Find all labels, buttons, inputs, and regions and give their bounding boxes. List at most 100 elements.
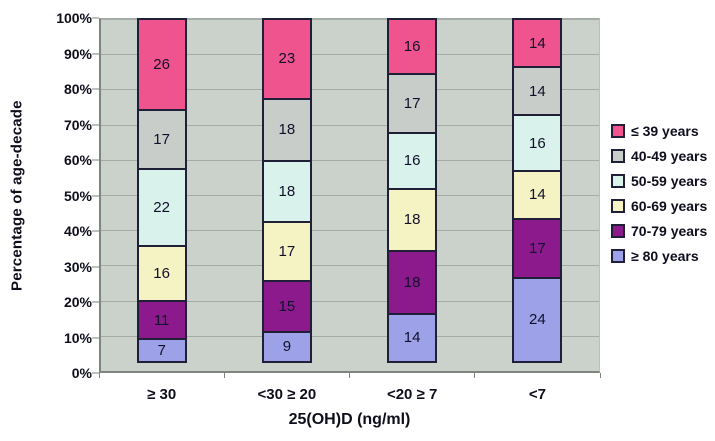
gridline-90 [101,54,599,56]
gridline-10 [101,335,599,337]
bar-segment-label: 24 [529,311,546,329]
bar-segment: 11 [136,300,187,340]
legend-swatch [611,173,625,188]
bar-segment-label: 22 [153,199,170,217]
y-tick-label: 100% [56,10,92,26]
bar-segment: 22 [136,168,187,248]
bar-segment: 17 [261,221,312,282]
bar-segment-label: 16 [529,134,546,152]
gridline-40 [101,230,599,232]
x-axis-category-labels: ≥ 30 <30 ≥ 20 <20 ≥ 7 <7 [99,386,600,403]
bar-segment-label: 16 [153,265,170,283]
x-tick-mark [474,373,476,378]
bar-segment: 15 [261,279,312,334]
bar-segment-label: 16 [403,38,421,56]
bar-segment-label: 17 [153,131,170,149]
x-axis-title: 25(OH)D (ng/ml) [288,411,411,428]
legend-label: 70-79 years [631,222,708,239]
bar-segment-label: 15 [278,297,296,315]
bar-segment: 23 [261,18,312,100]
legend-item-3: 60-69 years [611,193,707,218]
bars-layer: 26 17 22 16 11 7 23 18 18 17 15 9 16 17 16 18 18 14 14 14 16… [99,18,600,373]
bar-3: 14 14 16 14 17 24 [512,18,563,373]
gridline-30 [101,265,599,267]
bar-segment-label: 26 [153,56,170,74]
bar-segment-label: 18 [403,273,421,291]
bar-segment-label: 14 [529,82,546,100]
y-tick-mark [92,301,99,303]
gridline-20 [101,300,599,302]
y-tick-mark [92,53,99,54]
legend-label: 50-59 years [631,172,708,189]
legend-item-4: 70-79 years [611,218,707,243]
bar-0: 26 17 22 16 11 7 [136,18,187,373]
y-axis-tick-marks [92,17,99,374]
bar-slot-1: 23 18 18 17 15 9 [224,18,349,373]
y-tick-mark [92,230,99,232]
bar-segment-label: 11 [153,311,170,329]
y-tick-label: 80% [63,81,92,97]
bar-segment: 18 [261,97,312,162]
bar-segment-label: 17 [278,243,296,261]
y-tick-label: 10% [63,329,92,346]
bar-segment-label: 14 [403,329,421,347]
legend-swatch [611,198,625,213]
bar-segment: 14 [512,18,563,69]
x-axis-tick-marks [98,373,601,378]
x-tick-label-2: <20 ≥ 7 [386,386,438,403]
bar-segment-label: 14 [529,186,546,204]
bar-segment-label: 7 [157,341,166,359]
bar-segment: 16 [136,245,187,303]
y-tick-label: 0% [71,365,92,381]
bar-segment: 18 [387,187,438,253]
x-tick-mark [349,373,350,378]
legend-label: ≤ 39 years [631,122,699,139]
gridline-70 [101,124,599,126]
gridline-80 [101,89,599,91]
bar-segment: 24 [512,276,563,363]
legend-label: ≥ 80 years [631,247,699,264]
x-tick-mark [223,373,225,378]
y-axis-title: Percentage of age-decade [8,100,26,291]
bar-1: 23 18 18 17 15 9 [261,18,312,373]
x-tick-label-0: ≥ 30 [147,386,177,403]
bar-slot-3: 14 14 16 14 17 24 [475,18,600,373]
y-axis-tick-labels: 0% 10% 20% 30% 40% 50% 60% 70% 80% 90% 100% [36,11,92,380]
legend-item-1: 40-49 years [611,143,707,168]
bar-segment: 7 [136,337,187,363]
legend-item-5: ≥ 80 years [611,243,707,268]
y-tick-mark [92,337,99,338]
y-tick-label: 20% [63,294,92,310]
x-tick-label-1: <30 ≥ 20 [257,386,317,403]
y-tick-mark [92,195,99,196]
gridline-50 [101,195,599,196]
bar-segment-label: 23 [278,50,296,68]
bar-segment-label: 14 [529,34,546,52]
legend-item-0: ≤ 39 years [611,118,707,143]
bar-segment-label: 18 [278,182,296,200]
x-tick-mark [98,373,100,378]
bar-segment: 16 [387,18,438,76]
y-tick-mark [92,372,99,374]
gridline-100 [101,19,599,20]
legend-swatch [611,123,625,138]
bar-segment: 17 [136,109,187,171]
y-tick-label: 90% [63,45,92,62]
bar-slot-2: 16 17 16 18 18 14 [350,18,475,373]
bar-2: 16 17 16 18 18 14 [387,18,438,373]
bar-segment: 16 [512,114,563,172]
legend-item-2: 50-59 years [611,168,707,193]
bar-segment: 16 [387,132,438,190]
y-tick-label: 30% [63,258,92,275]
y-tick-mark [92,124,99,125]
bar-segment: 18 [387,250,438,315]
y-tick-mark [92,266,99,267]
bar-segment: 17 [387,73,438,135]
y-tick-mark [92,159,99,161]
bar-segment: 17 [512,217,563,279]
legend-swatch [611,223,625,238]
bar-segment: 14 [512,66,563,117]
bar-segment-label: 18 [403,211,421,229]
y-tick-label: 70% [63,116,92,133]
